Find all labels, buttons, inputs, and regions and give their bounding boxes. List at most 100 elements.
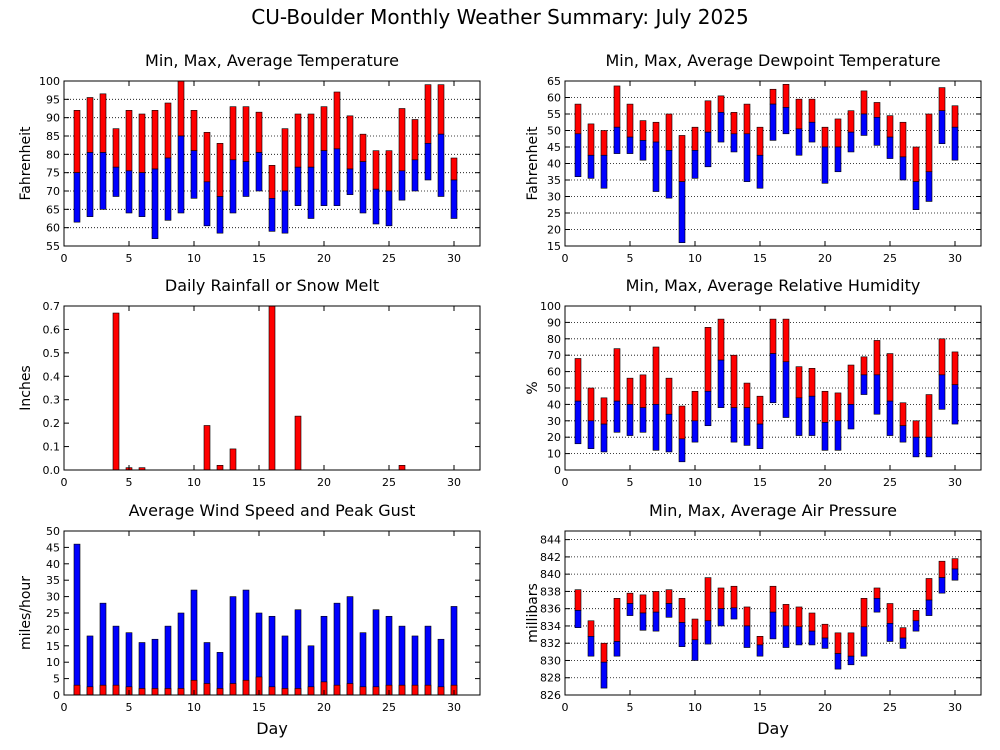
chart-title: Min, Max, Average Air Pressure — [649, 501, 897, 520]
bar-lower — [821, 422, 829, 451]
bar-upper — [912, 146, 920, 182]
bar-upper — [925, 113, 933, 173]
bar-upper — [860, 356, 868, 376]
bar-lower — [925, 171, 933, 202]
bar-lower — [574, 400, 582, 445]
bar-lower — [795, 128, 803, 156]
bar-upper — [587, 387, 595, 422]
x-axis-label: Day — [757, 719, 789, 738]
bar-upper — [951, 351, 959, 386]
bar-lower — [652, 141, 660, 192]
bar-lower — [450, 179, 458, 219]
bar-upper — [795, 98, 803, 130]
bar-upper — [834, 392, 842, 422]
bar-lower — [639, 612, 647, 631]
bar-peak-gust — [281, 635, 289, 696]
bar-upper — [938, 87, 946, 111]
x-tick-label: 15 — [252, 701, 266, 714]
bar-peak-gust — [424, 625, 432, 696]
x-tick-label: 5 — [126, 701, 133, 714]
bar-peak-gust — [294, 609, 302, 696]
y-tick-label: 60 — [547, 366, 561, 379]
bar-upper — [268, 165, 276, 199]
bar-upper — [899, 402, 907, 427]
bar-lower — [873, 374, 881, 415]
y-tick-label: 30 — [547, 415, 561, 428]
y-tick-label: 70 — [547, 349, 561, 362]
bar-upper — [190, 110, 198, 151]
x-tick-label: 30 — [447, 701, 461, 714]
bar-average-speed — [164, 688, 172, 696]
y-tick-label: 15 — [46, 640, 60, 653]
y-tick-label: 10 — [46, 656, 60, 669]
bar-upper — [86, 97, 94, 153]
x-tick-label: 25 — [382, 252, 396, 265]
bar-lower — [860, 374, 868, 395]
bar-average-speed — [99, 684, 107, 696]
bar-lower — [691, 420, 699, 443]
bar-upper — [203, 132, 211, 183]
bar-upper — [242, 106, 250, 162]
y-tick-label: 20 — [547, 431, 561, 444]
y-tick-label: 20 — [46, 623, 60, 636]
bar-upper — [678, 405, 686, 440]
bar-lower — [886, 136, 894, 159]
bar-lower — [333, 148, 341, 206]
bar-upper — [177, 80, 185, 137]
bar-peak-gust — [346, 596, 354, 696]
y-tick-label: 80 — [547, 333, 561, 346]
y-tick-label: 60 — [46, 222, 60, 235]
x-tick-label: 0 — [61, 476, 68, 489]
bar-lower — [704, 390, 712, 427]
bar-lower — [112, 166, 120, 197]
bar-upper — [821, 623, 829, 639]
bar-upper — [678, 135, 686, 182]
y-axis-label: Fahrenheit — [525, 126, 541, 201]
bar-lower — [613, 400, 621, 433]
bar-lower — [385, 190, 393, 227]
bar-lower — [626, 603, 634, 616]
x-tick-label: 15 — [753, 476, 767, 489]
bar-lower — [769, 103, 777, 141]
y-tick-label: 20 — [547, 224, 561, 237]
x-tick-label: 10 — [187, 701, 201, 714]
bar-upper — [450, 157, 458, 181]
bars — [574, 558, 959, 689]
bar-upper — [756, 395, 764, 425]
bar-upper — [938, 560, 946, 578]
bar-lower — [886, 623, 894, 642]
bars — [574, 84, 959, 243]
bar-average-speed — [73, 684, 81, 696]
y-tick-label: 55 — [46, 240, 60, 253]
bar-lower — [899, 156, 907, 181]
y-tick-label: 838 — [540, 585, 561, 598]
bar-peak-gust — [164, 625, 172, 696]
bar-lower — [652, 404, 660, 451]
y-tick-label: 45 — [547, 141, 561, 154]
bar-upper — [424, 84, 432, 144]
y-tick-label: 30 — [46, 591, 60, 604]
bar-lower — [912, 620, 920, 632]
bar-lower — [613, 641, 621, 657]
bar-upper — [333, 91, 341, 150]
bar-lower — [951, 568, 959, 581]
bar-upper — [626, 103, 634, 138]
bar — [203, 425, 211, 471]
bar-upper — [743, 382, 751, 408]
y-axis-label: % — [525, 381, 541, 394]
bar-lower — [756, 423, 764, 449]
bar-upper — [743, 103, 751, 135]
bar — [294, 415, 302, 471]
bar-average-speed — [203, 683, 211, 696]
bar-peak-gust — [359, 632, 367, 696]
x-tick-label: 30 — [948, 701, 962, 714]
y-tick-label: 55 — [547, 108, 561, 121]
chart-rh: Min, Max, Average Relative Humidity 0 10 20… — [525, 276, 982, 489]
bar-lower — [73, 172, 81, 223]
y-tick-label: 25 — [547, 207, 561, 220]
bar-average-speed — [346, 683, 354, 696]
chart-temp: Min, Max, Average Temperature 55 60 65 70 75 8… — [18, 51, 481, 265]
chart-title: Min, Max, Average Temperature — [145, 51, 399, 70]
x-tick-label: 20 — [317, 701, 331, 714]
y-tick-label: 90 — [547, 316, 561, 329]
